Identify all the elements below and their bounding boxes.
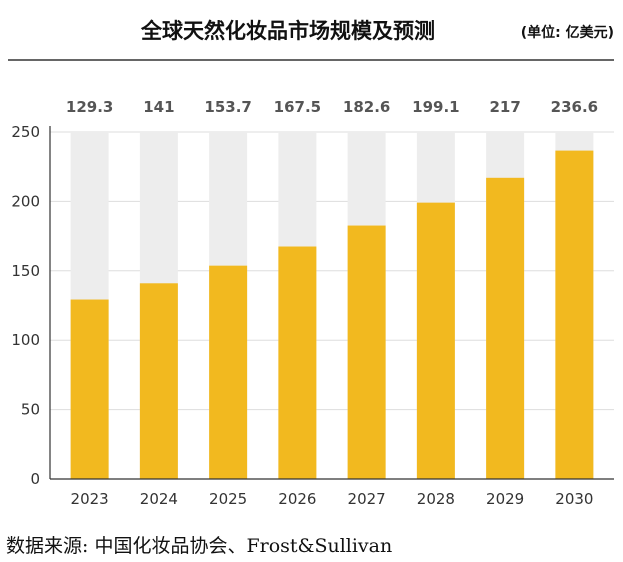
value-label-2025: 153.7 bbox=[204, 98, 251, 116]
y-tick-label: 250 bbox=[11, 123, 40, 141]
x-tick-label-2030: 2030 bbox=[555, 490, 593, 508]
grid-lines bbox=[50, 131, 614, 411]
y-tick-label: 50 bbox=[21, 401, 40, 419]
bars bbox=[70, 150, 594, 480]
value-label-2028: 199.1 bbox=[412, 98, 459, 116]
y-tick-label: 200 bbox=[11, 192, 40, 210]
bar-2030 bbox=[555, 150, 594, 480]
x-tick-label-2025: 2025 bbox=[209, 490, 247, 508]
x-tick-label-2029: 2029 bbox=[486, 490, 524, 508]
value-label-2024: 141 bbox=[143, 98, 174, 116]
x-axis: 2023 2024 2025 2026 2027 2028 2029 2030 bbox=[50, 478, 614, 508]
chart-title: 全球天然化妆品市场规模及预测 bbox=[140, 19, 435, 43]
x-tick-label-2024: 2024 bbox=[140, 490, 178, 508]
bar-2025 bbox=[209, 265, 248, 479]
bar-2026 bbox=[278, 246, 317, 479]
value-labels: 129.3 141 153.7 167.5 182.6 199.1 217 236.6 bbox=[66, 98, 598, 116]
value-label-2027: 182.6 bbox=[343, 98, 390, 116]
bar-2027 bbox=[347, 225, 386, 479]
source-note: 数据来源: 中国化妆品协会、Frost&Sullivan bbox=[6, 535, 392, 557]
value-label-2026: 167.5 bbox=[274, 98, 321, 116]
y-tick-label: 100 bbox=[11, 331, 40, 349]
value-label-2030: 236.6 bbox=[551, 98, 598, 116]
bar-2028 bbox=[416, 202, 455, 479]
bar-2023 bbox=[70, 299, 109, 479]
x-tick-label-2028: 2028 bbox=[417, 490, 455, 508]
y-axis: 0 50 100 150 200 250 bbox=[11, 123, 51, 488]
x-tick-label-2027: 2027 bbox=[348, 490, 386, 508]
y-tick-label: 0 bbox=[30, 470, 40, 488]
x-tick-label-2026: 2026 bbox=[278, 490, 316, 508]
y-tick-label: 150 bbox=[11, 262, 40, 280]
bar-2029 bbox=[486, 177, 525, 479]
value-label-2023: 129.3 bbox=[66, 98, 113, 116]
bar-2024 bbox=[139, 283, 178, 479]
chart-unit: (单位: 亿美元) bbox=[521, 24, 614, 41]
x-tick-label-2023: 2023 bbox=[71, 490, 109, 508]
value-label-2029: 217 bbox=[489, 98, 520, 116]
